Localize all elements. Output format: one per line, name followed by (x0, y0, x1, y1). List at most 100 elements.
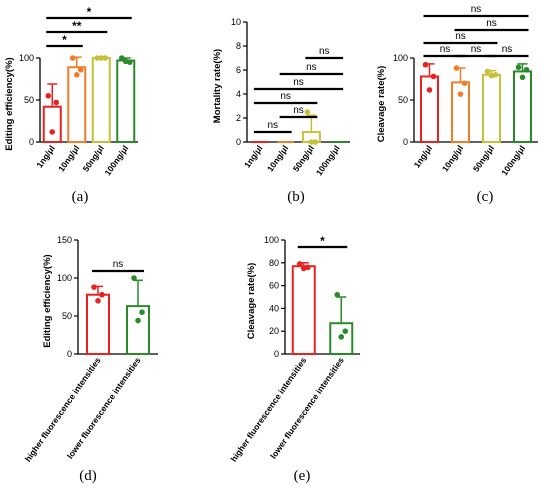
data-point-0-2 (95, 298, 101, 304)
significance-label-0: ns (113, 259, 124, 270)
y-tick-label: 50 (62, 311, 72, 321)
x-tick-label-2: 50ng/μl (291, 143, 316, 173)
significance-label-2: ns (293, 77, 304, 88)
data-point-0-2 (426, 87, 433, 93)
panel-caption: (e) (294, 468, 311, 484)
significance-label-1: ns (471, 44, 482, 55)
y-tick-label: 0 (67, 349, 72, 359)
bar-1 (126, 305, 150, 355)
data-point-1-0 (131, 275, 137, 281)
data-point-3-0 (515, 64, 522, 71)
y-tick-label: 0 (29, 137, 34, 147)
y-tick-label: 0 (403, 137, 408, 147)
y-tick-label: 0 (274, 349, 279, 359)
panel-caption: (a) (72, 189, 89, 205)
x-tick-label-2: 50ng/μl (81, 143, 106, 173)
x-tick-label-1: 10ng/μl (440, 143, 465, 173)
bar-3 (513, 70, 532, 143)
bar-0 (86, 293, 110, 355)
y-tick-label: 60 (269, 281, 279, 291)
bar-2 (482, 73, 501, 143)
significance-label-4: ns (306, 62, 317, 73)
x-tick-label-0: higher fluorescence intensities (228, 355, 308, 463)
y-axis-label: Editing efficiency(%) (4, 57, 15, 150)
significance-label-4: ns (486, 18, 497, 29)
data-point-3-2 (519, 74, 526, 81)
data-point-2-1 (312, 139, 319, 145)
data-point-0-0 (296, 261, 303, 267)
data-point-0-2 (49, 129, 56, 135)
bar-0 (420, 75, 439, 143)
data-point-1-0 (453, 65, 460, 71)
data-point-1-2 (73, 72, 80, 78)
x-tick-label-3: 100ng/μl (102, 143, 130, 177)
y-axis-label: Cleavage rate(%) (246, 263, 257, 340)
bar-1 (451, 81, 470, 143)
chart-panel-3: 0 50 100 Cleavage rate(%) 1ng/μl 10ng/μl 50ng/… (376, 4, 538, 205)
data-point-0-2 (300, 265, 307, 272)
y-tick-label: 100 (19, 53, 34, 63)
x-tick-label-3: 100ng/μl (314, 143, 342, 177)
bar-2 (91, 57, 111, 143)
data-point-1-2 (338, 334, 345, 340)
x-tick-label-1: 10ng/μl (56, 143, 81, 173)
data-point-0-1 (99, 291, 105, 298)
bar-1 (67, 66, 87, 143)
data-point-0-0 (422, 61, 429, 68)
y-tick-label: 2 (236, 113, 241, 123)
y-axis-label: Editing efficiency(%) (42, 254, 53, 347)
panel-caption: (c) (477, 189, 494, 205)
significance-label-0: * (62, 33, 67, 47)
data-point-3-0 (118, 55, 125, 61)
y-tick-label: 10 (231, 17, 241, 27)
data-point-2-2 (98, 55, 105, 61)
y-tick-label: 50 (24, 95, 34, 105)
significance-label-1: ns (280, 91, 291, 102)
x-tick-label-0: 1ng/μl (242, 143, 265, 169)
data-point-0-0 (91, 284, 97, 290)
x-tick-label-1: lower fluorescence intensities (65, 355, 143, 460)
bar-3 (116, 59, 136, 144)
significance-label-1: ** (72, 19, 82, 33)
data-point-1-1 (77, 66, 84, 73)
data-point-2-0 (484, 68, 491, 75)
data-point-0-1 (53, 99, 60, 106)
data-point-2-1 (102, 55, 109, 61)
y-tick-label: 50 (398, 95, 408, 105)
x-tick-label-1: lower fluorescence intensities (268, 355, 346, 460)
panel-caption: (b) (287, 189, 305, 205)
data-point-2-0 (94, 55, 101, 61)
data-point-1-1 (461, 80, 468, 86)
bar-0 (291, 265, 316, 355)
data-point-1-1 (342, 328, 349, 335)
x-tick-label-2: 50ng/μl (471, 143, 496, 173)
data-point-3-2 (122, 58, 129, 65)
data-point-2-2 (308, 139, 315, 145)
data-point-2-0 (304, 109, 311, 115)
data-point-1-0 (334, 291, 341, 298)
y-axis-label: Mortality rate(%) (212, 49, 223, 123)
data-point-1-1 (139, 309, 145, 316)
data-point-0-1 (430, 73, 437, 80)
y-tick-label: 100 (264, 235, 279, 245)
y-tick-label: 150 (57, 235, 72, 245)
data-point-1-2 (135, 317, 141, 324)
significance-label-2: ns (502, 44, 513, 55)
y-tick-label: 20 (269, 326, 279, 336)
y-tick-label: 4 (236, 89, 241, 99)
data-point-1-2 (457, 91, 464, 97)
significance-label-3: ns (455, 31, 466, 42)
significance-label-2: * (87, 5, 92, 19)
chart-panel-4: 0 50 100 150 Editing efficiency(%) higher flu… (23, 235, 158, 484)
x-tick-label-0: 1ng/μl (412, 143, 435, 169)
data-point-2-2 (488, 72, 495, 79)
x-tick-label-0: 1ng/μl (34, 143, 57, 169)
y-tick-label: 6 (236, 65, 241, 75)
data-point-0-0 (45, 93, 52, 99)
y-tick-label: 80 (269, 258, 279, 268)
data-point-3-1 (523, 66, 530, 73)
significance-label-3: ns (293, 105, 304, 116)
x-tick-label-0: higher fluorescence intensities (23, 355, 103, 463)
y-tick-label: 100 (57, 273, 72, 283)
